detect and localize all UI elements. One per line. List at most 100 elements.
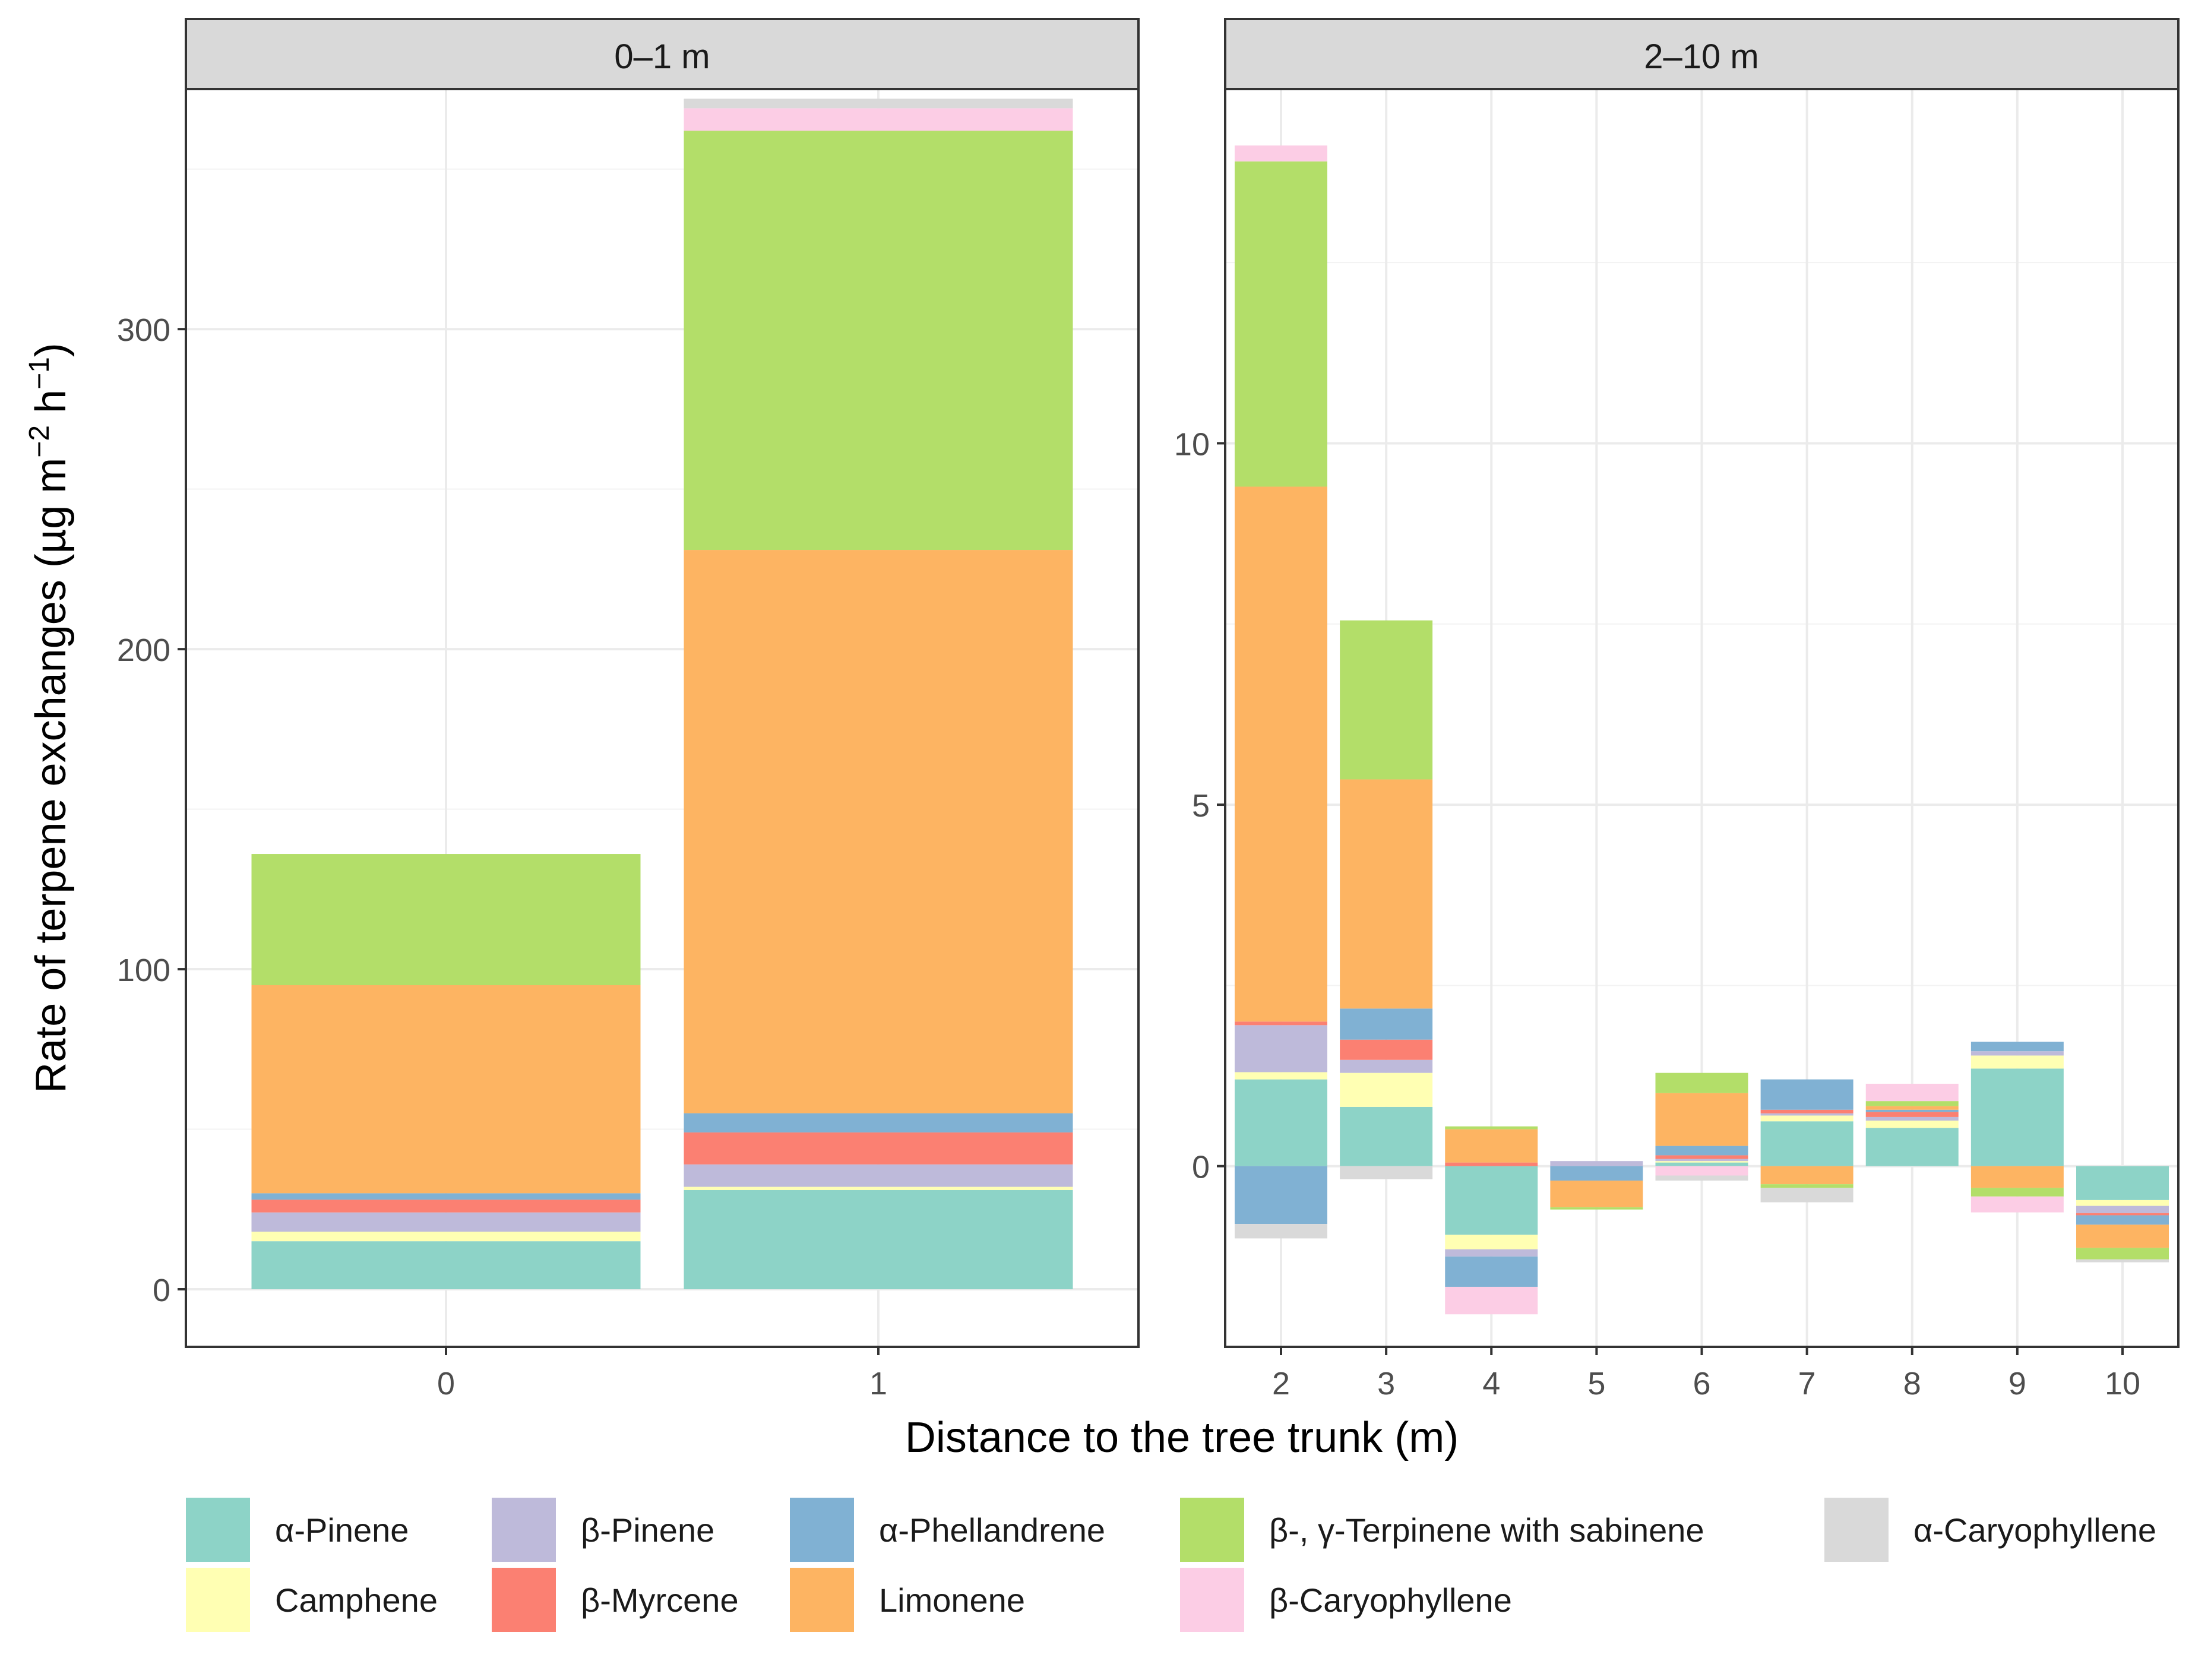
bar-segment-b_pinene-x0 (251, 1212, 641, 1232)
bar-segment-terpinene-x6 (1655, 1072, 1748, 1093)
x-tick-label: 4 (1482, 1366, 1500, 1401)
legend: α-Pinene β-Pinene α-Phellandrene β-, γ-Terp… (186, 1498, 2156, 1632)
y-axis-title: Rate of terpene exchanges (µg m−2 h−1) (24, 343, 75, 1093)
x-tick-label: 5 (1587, 1366, 1605, 1401)
bar-segment-limonene-x3 (1340, 779, 1433, 1009)
legend-key-a_caryo (1824, 1498, 1889, 1562)
bar-segment-terpinene-x1 (684, 131, 1073, 550)
panel-1-2-10m: 2–10 m 0 5 10 2 3 4 5 6 7 8 9 10 (1174, 18, 2180, 1401)
bar-segment-a_phell-x6 (1655, 1146, 1748, 1156)
y-tick-label: 100 (117, 953, 170, 988)
y-axis-title-sup1: −2 (24, 425, 55, 458)
panel-1-strip-title: 2–10 m (1644, 37, 1758, 76)
bar-segment-b_pinene-x9 (1970, 1051, 2064, 1056)
bar-segment-b_pinene-x8 (1865, 1116, 1959, 1121)
legend-key-terpinene (1180, 1498, 1244, 1562)
panel-0-strip (185, 18, 1140, 90)
bar-segment-limonene-x0 (251, 985, 641, 1194)
legend-label-a_caryo: α-Caryophyllene (1913, 1511, 2156, 1549)
bar-segment-b_caryo-x1 (684, 108, 1073, 131)
bar-segment-b_pinene-x3 (1340, 1059, 1433, 1073)
bar-segment-a_phell-x3 (1340, 1008, 1433, 1040)
bar-segment-limonene-x2 (1235, 486, 1327, 1022)
bar-segment-a_phell-x1 (684, 1113, 1073, 1132)
bar-segment-limonene-x1 (684, 550, 1073, 1113)
x-tick-label: 7 (1798, 1366, 1816, 1401)
bar-segment-a_caryo-x1 (684, 99, 1073, 109)
bar-segment-terpinene-x8 (1865, 1101, 1959, 1106)
legend-key-b_pinene (492, 1498, 556, 1562)
panel-1-bars (1235, 145, 2169, 1315)
bar-segment-terpinene-x3 (1340, 620, 1433, 780)
bar-segment-b_caryo-x8 (1865, 1083, 1959, 1102)
bar-segment-camphene-x4 (1445, 1235, 1538, 1249)
bar-segment-b_pinene-x10 (2076, 1206, 2169, 1213)
legend-key-a_phell (790, 1498, 854, 1562)
bar-segment-b_myrcene-x10 (2076, 1213, 2169, 1216)
bar-segment-b_pinene-x1 (684, 1164, 1073, 1187)
bar-segment-a_phell-x9 (1970, 1042, 2064, 1052)
bar-segment-terpinene-x5 (1550, 1207, 1643, 1210)
bar-segment-a_phell-x8 (1865, 1109, 1959, 1112)
legend-key-b_myrcene (492, 1568, 556, 1632)
bar-segment-b_pinene-x6 (1655, 1159, 1748, 1162)
x-tick-label: 9 (2008, 1366, 2026, 1401)
bar-segment-b_myrcene-x7 (1760, 1109, 1853, 1113)
y-tick-label: 300 (117, 312, 170, 348)
bar-segment-b_myrcene-x3 (1340, 1039, 1433, 1060)
bar-segment-a_pinene-x2 (1235, 1079, 1327, 1166)
bar-segment-b_myrcene-x2 (1235, 1021, 1327, 1026)
bar-segment-terpinene-x10 (2076, 1248, 2169, 1260)
bar-segment-terpinene-x2 (1235, 161, 1327, 487)
bar-segment-a_caryo-x7 (1760, 1188, 1853, 1203)
bar-segment-b_myrcene-x0 (251, 1200, 641, 1213)
bar-segment-a_phell-x2 (1235, 1166, 1327, 1225)
legend-label-terpinene: β-, γ-Terpinene with sabinene (1269, 1511, 1704, 1549)
legend-label-a_phell: α-Phellandrene (879, 1511, 1105, 1549)
bar-segment-camphene-x7 (1760, 1115, 1853, 1122)
y-axis-title-mid: h (27, 390, 75, 425)
panel-0-axes: 0 100 200 300 0 1 (117, 312, 887, 1401)
x-tick-label: 10 (2105, 1366, 2140, 1401)
bar-segment-b_myrcene-x1 (684, 1132, 1073, 1165)
bar-segment-b_caryo-x6 (1655, 1166, 1748, 1176)
legend-key-b_caryo (1180, 1568, 1244, 1632)
bar-segment-b_pinene-x7 (1760, 1113, 1853, 1116)
panel-1-axes: 0 5 10 2 3 4 5 6 7 8 9 10 (1174, 426, 2140, 1401)
bar-segment-a_pinene-x6 (1655, 1162, 1748, 1166)
bar-segment-b_myrcene-x6 (1655, 1155, 1748, 1159)
y-tick-label: 200 (117, 632, 170, 668)
x-tick-label: 8 (1903, 1366, 1921, 1401)
bar-segment-limonene-x4 (1445, 1129, 1538, 1163)
legend-key-limonene (790, 1568, 854, 1632)
bar-segment-a_pinene-x9 (1970, 1068, 2064, 1166)
bar-segment-camphene-x9 (1970, 1055, 2064, 1069)
legend-key-camphene (186, 1568, 250, 1632)
panel-0-1m: 0–1 m 0 100 200 300 0 1 (117, 18, 1140, 1401)
bar-segment-a_phell-x0 (251, 1193, 641, 1200)
bar-segment-b_pinene-x5 (1550, 1161, 1643, 1166)
bar-segment-camphene-x8 (1865, 1121, 1959, 1128)
bar-segment-a_pinene-x0 (251, 1241, 641, 1289)
bar-segment-b_pinene-x4 (1445, 1249, 1538, 1257)
bar-segment-limonene-x9 (1970, 1166, 2064, 1188)
y-tick-label: 0 (1192, 1150, 1210, 1185)
bar-segment-b_caryo-x9 (1970, 1196, 2064, 1213)
bar-segment-b_caryo-x2 (1235, 145, 1327, 162)
legend-label-limonene: Limonene (879, 1581, 1025, 1619)
x-tick-label: 2 (1272, 1366, 1290, 1401)
legend-label-b_myrcene: β-Myrcene (581, 1581, 739, 1619)
bar-segment-a_phell-x7 (1760, 1079, 1853, 1110)
bar-segment-a_phell-x10 (2076, 1215, 2169, 1225)
panel-0-strip-title: 0–1 m (614, 37, 710, 76)
x-tick-label: 6 (1693, 1366, 1710, 1401)
bar-segment-camphene-x3 (1340, 1072, 1433, 1107)
bar-segment-terpinene-x7 (1760, 1184, 1853, 1188)
bar-segment-terpinene-x0 (251, 854, 641, 986)
bar-segment-a_caryo-x3 (1340, 1166, 1433, 1179)
bar-segment-limonene-x10 (2076, 1225, 2169, 1248)
bar-segment-limonene-x7 (1760, 1166, 1853, 1185)
bar-segment-a_caryo-x2 (1235, 1224, 1327, 1239)
legend-label-camphene: Camphene (275, 1581, 438, 1619)
y-axis-title-sup2: −1 (24, 357, 55, 390)
